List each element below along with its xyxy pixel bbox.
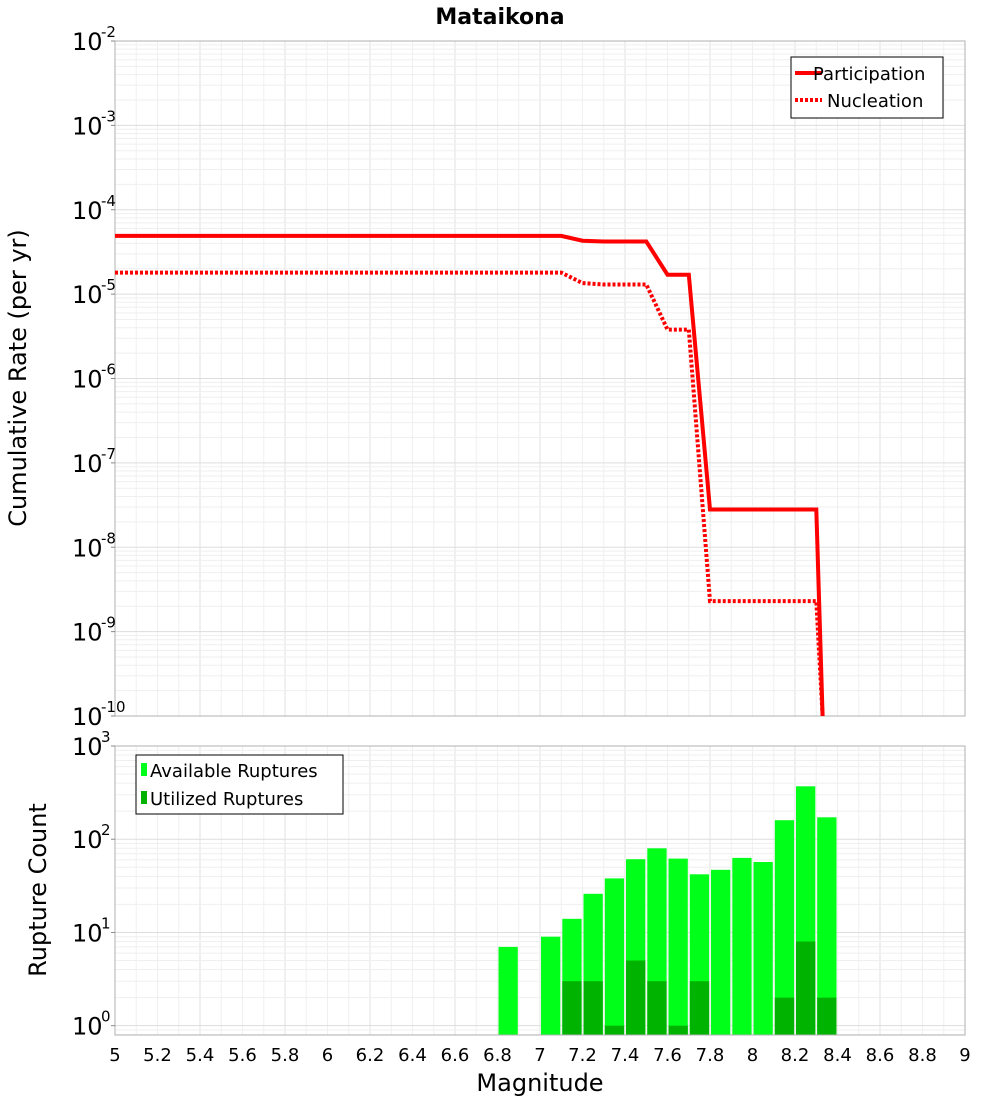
available-ruptures-bar [732, 857, 752, 1035]
rupture-y-axis-label: Rupture Count [24, 803, 52, 977]
available-ruptures-bar [668, 858, 688, 1035]
rate-y-tick-exponent: -2 [101, 23, 116, 41]
magnitude-x-tick-label: 6.6 [441, 1045, 470, 1066]
rupture-y-tick-exponent: 2 [101, 821, 111, 839]
magnitude-x-tick-label: 8 [747, 1045, 758, 1066]
rate-y-tick-exponent: -6 [101, 361, 116, 379]
rate-y-tick-exponent: -3 [101, 107, 116, 125]
utilized-ruptures-bar [689, 981, 710, 1035]
rate-y-tick-label: 10 [72, 366, 103, 394]
utilized-ruptures-bar [562, 981, 582, 1035]
rate-y-tick-exponent: -5 [101, 276, 116, 294]
legend-nucleation-label: Nucleation [827, 91, 923, 112]
rupture-legend-box [135, 754, 344, 815]
available-ruptures-bar [498, 946, 518, 1035]
magnitude-x-tick-label: 7.8 [696, 1045, 725, 1066]
utilized-ruptures-bar [647, 981, 667, 1035]
utilized-ruptures-bar [626, 960, 646, 1035]
rate-y-axis-label: Cumulative Rate (per yr) [4, 229, 32, 527]
chart-title: Mataikona [435, 5, 564, 30]
rate-y-tick-exponent: -9 [101, 614, 116, 632]
legend-utilized-label: Utilized Ruptures [150, 789, 303, 810]
rate-y-tick-label: 10 [72, 450, 103, 478]
magnitude-x-tick-label: 5.2 [143, 1045, 172, 1066]
rate-y-tick-label: 10 [72, 534, 103, 562]
rupture-y-tick-label: 10 [72, 826, 103, 854]
magnitude-x-tick-label: 6.2 [356, 1045, 385, 1066]
magnitude-x-tick-label: 9 [959, 1045, 970, 1066]
series-nucleation-line [115, 270, 825, 717]
legend-utilized-swatch [141, 791, 147, 804]
rate-y-tick-label: 10 [72, 112, 103, 140]
rate-legend-box [790, 56, 944, 119]
rupture-plot-grid [114, 746, 966, 1036]
magnitude-x-tick-label: 8.2 [781, 1045, 810, 1066]
magnitude-x-tick-label: 8.4 [823, 1045, 852, 1066]
rate-legend: Participation Nucleation [790, 56, 944, 119]
rupture-y-tick-label: 10 [72, 919, 103, 947]
rate-y-ticks: 10-210-310-410-510-610-710-810-910-10 [72, 23, 126, 731]
available-ruptures-bar [711, 869, 731, 1035]
rupture-legend: Available Ruptures Utilized Ruptures [135, 754, 344, 815]
available-ruptures-bar [774, 820, 795, 1035]
magnitude-x-axis-label: Magnitude [476, 1069, 603, 1097]
rupture-y-tick-exponent: 3 [101, 728, 111, 746]
rupture-y-tick-exponent: 0 [101, 1008, 111, 1026]
magnitude-x-ticks: 5 5.2 5.4 5.6 5.8 6 6.2 6.4 6.6 6.8 7 7.2 7.4 7.6 7.8 8… [109, 1045, 970, 1066]
legend-participation-label: Participation [813, 64, 925, 85]
available-ruptures-bar [753, 862, 773, 1035]
rate-plot-panel: 10-210-310-410-510-610-710-810-910-10 Cu… [4, 23, 966, 731]
magnitude-x-tick-label: 7.2 [568, 1045, 597, 1066]
utilized-ruptures-bar [796, 941, 816, 1035]
rate-y-tick-exponent: -7 [101, 445, 116, 463]
series-participation-line [115, 233, 825, 717]
rate-plot-grid [114, 41, 966, 717]
utilized-ruptures-bar [774, 997, 795, 1035]
rate-y-tick-exponent: -10 [101, 698, 126, 716]
rupture-y-tick-label: 10 [72, 1013, 103, 1041]
magnitude-x-tick-label: 5.6 [228, 1045, 257, 1066]
magnitude-x-tick-label: 5 [109, 1045, 120, 1066]
rupture-y-tick-label: 10 [72, 733, 103, 761]
legend-available-label: Available Ruptures [150, 761, 318, 782]
magnitude-x-tick-label: 5.8 [271, 1045, 300, 1066]
rate-series [115, 233, 825, 717]
magnitude-x-tick-label: 6.8 [483, 1045, 512, 1066]
rupture-plot-border [114, 745, 966, 1036]
utilized-ruptures-bar [583, 981, 603, 1035]
magnitude-x-tick-label: 5.4 [186, 1045, 215, 1066]
magnitude-x-tick-label: 7 [534, 1045, 545, 1066]
magnitude-x-tick-label: 8.6 [866, 1045, 895, 1066]
rupture-bars [498, 786, 837, 1035]
available-ruptures-bar [541, 936, 561, 1035]
available-ruptures-bar [817, 817, 837, 1035]
rate-y-tick-label: 10 [72, 281, 103, 309]
magnitude-x-tick-label: 7.4 [611, 1045, 640, 1066]
legend-available-swatch [141, 763, 147, 776]
utilized-ruptures-bar [668, 1025, 688, 1035]
utilized-ruptures-bar [817, 997, 837, 1035]
rate-y-tick-exponent: -8 [101, 529, 116, 547]
utilized-ruptures-bar [604, 1025, 625, 1035]
available-ruptures-bar [604, 878, 625, 1035]
magnitude-x-tick-label: 6 [322, 1045, 333, 1066]
rate-y-tick-exponent: -4 [101, 192, 116, 210]
rate-y-tick-label: 10 [72, 28, 103, 56]
magnitude-x-tick-label: 6.4 [398, 1045, 427, 1066]
magnitude-x-tick-label: 7.6 [653, 1045, 682, 1066]
rate-y-tick-label: 10 [72, 619, 103, 647]
magnitude-x-tick-label: 8.8 [908, 1045, 937, 1066]
rupture-y-tick-exponent: 1 [101, 914, 111, 932]
rate-y-tick-label: 10 [72, 197, 103, 225]
rate-y-tick-label: 10 [72, 703, 103, 731]
